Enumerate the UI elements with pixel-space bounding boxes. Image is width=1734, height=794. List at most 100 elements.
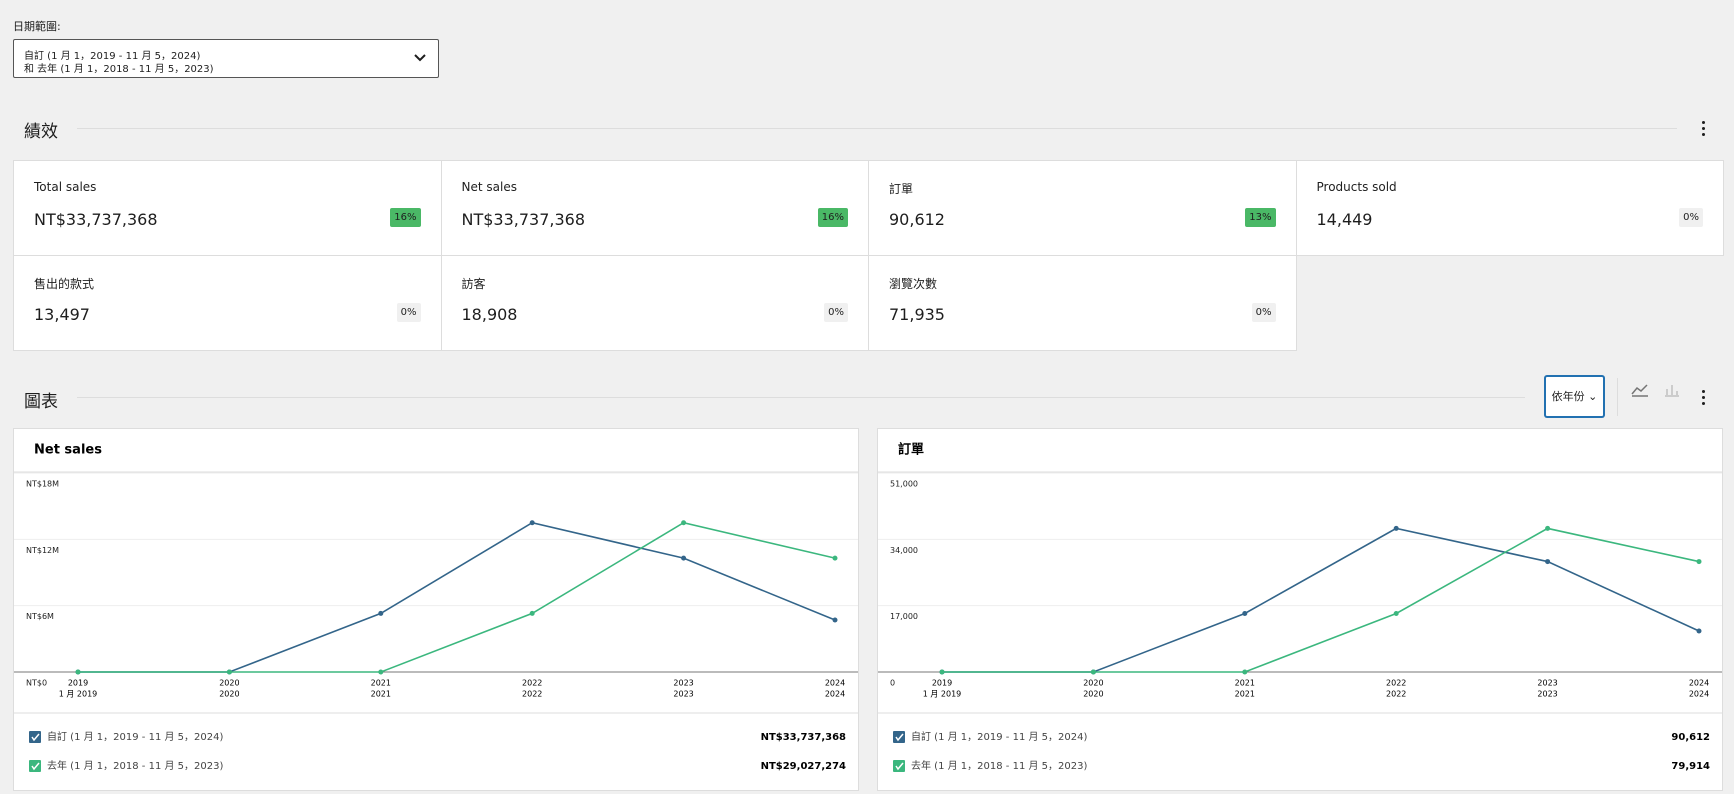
date-range-primary: 自訂 (1 月 1，2019 - 11 月 5，2024) — [24, 51, 201, 62]
metric-value: 18,908 — [461, 305, 518, 324]
point — [1090, 669, 1096, 675]
metric-card[interactable]: 瀏覽次數 71,935 0% — [868, 255, 1297, 351]
point — [1242, 669, 1248, 675]
date-range-picker[interactable]: 自訂 (1 月 1，2019 - 11 月 5，2024) 和 去年 (1 月 … — [13, 39, 439, 78]
divider — [1617, 378, 1618, 416]
chart-panel: 訂單 0 17,000 34,000 51,000 2019 1 月 2019 2020 202… — [877, 428, 1723, 791]
chart-title: 訂單 — [898, 442, 924, 458]
x-tick-label: 2024 — [1689, 690, 1709, 699]
x-tick-label: 2022 — [1386, 679, 1406, 688]
interval-label: 依年份 — [1551, 390, 1585, 403]
x-tick-label: 2019 — [68, 679, 88, 688]
metric-label: 訪客 — [461, 277, 486, 291]
point — [378, 610, 384, 616]
metric-label: Net sales — [461, 180, 517, 194]
point — [1545, 525, 1551, 531]
legend-checkbox[interactable] — [29, 731, 41, 743]
metric-card[interactable]: Net sales NT$33,737,368 16% — [440, 160, 869, 256]
metric-label: 瀏覽次數 — [889, 277, 938, 291]
metric-value: NT$33,737,368 — [34, 210, 158, 229]
point — [939, 669, 945, 675]
metric-delta: 16% — [817, 208, 848, 227]
metric-card[interactable]: Products sold 14,449 0% — [1295, 160, 1724, 256]
chart: Net sales NT$0 NT$6M NT$12M NT$18M 2019 1 月 20… — [14, 443, 858, 772]
performance-cards: Total sales NT$33,737,368 16% Net sales NT$3… — [13, 160, 1724, 351]
metric-card[interactable]: Total sales NT$33,737,368 16% — [13, 160, 442, 256]
legend-label: 自訂 (1 月 1，2019 - 11 月 5，2024) — [47, 730, 223, 743]
checkmark — [895, 733, 904, 742]
y-tick-label: 17,000 — [890, 612, 918, 621]
legend-total: NT$29,027,274 — [761, 761, 846, 772]
legend-label: 自訂 (1 月 1，2019 - 11 月 5，2024) — [911, 730, 1087, 743]
x-tick-label: 2024 — [1689, 679, 1709, 688]
point — [529, 520, 535, 526]
legend-total: 90,612 — [1671, 732, 1710, 743]
x-tick-label: 2020 — [1083, 690, 1103, 699]
legend-total: NT$33,737,368 — [761, 732, 846, 743]
metric-value: 14,449 — [1316, 210, 1373, 229]
divider — [77, 128, 1677, 129]
y-tick-label: 34,000 — [890, 546, 918, 555]
x-tick-label: 2023 — [673, 679, 693, 688]
x-tick-label: 2020 — [1083, 679, 1103, 688]
legend-checkbox[interactable] — [29, 760, 41, 772]
point — [226, 669, 232, 675]
point — [832, 555, 838, 561]
chevron — [414, 54, 426, 62]
x-tick-label: 2022 — [522, 679, 542, 688]
line — [942, 527, 1700, 673]
point — [681, 520, 687, 526]
metric-delta: 0% — [1251, 303, 1276, 322]
line — [78, 521, 836, 673]
x-tick-label: 2024 — [825, 679, 845, 688]
metric-delta: 13% — [1245, 208, 1276, 227]
chart-panel: Net sales NT$0 NT$6M NT$12M NT$18M 2019 1 月 20… — [13, 428, 859, 791]
x-tick-label: 2020 — [219, 690, 239, 699]
performance-title: 績效 — [24, 122, 58, 142]
metric-label: Products sold — [1316, 180, 1397, 194]
point — [1393, 610, 1399, 616]
metric-value: 13,497 — [34, 305, 90, 324]
metric-label: 售出的款式 — [34, 277, 95, 291]
metric-card[interactable]: 售出的款式 13,497 0% — [13, 255, 442, 351]
metric-label: 訂單 — [889, 182, 914, 196]
point — [1242, 610, 1248, 616]
metric-delta: 0% — [396, 303, 421, 322]
x-tick-label: 2021 — [1235, 679, 1255, 688]
point — [529, 610, 535, 616]
interval-select[interactable]: 依年份 ⌄ — [1545, 376, 1604, 417]
legend-label: 去年 (1 月 1，2018 - 11 月 5，2023) — [47, 759, 223, 772]
x-tick-label: 2019 — [932, 679, 952, 688]
metric-card[interactable]: 訂單 90,612 13% — [868, 160, 1297, 256]
metric-card[interactable]: 訪客 18,908 0% — [440, 255, 869, 351]
checkmark — [895, 762, 904, 771]
x-tick-label: 2021 — [371, 679, 391, 688]
x-tick-label: 2021 — [1235, 690, 1255, 699]
metric-delta: 0% — [1679, 208, 1703, 227]
chart: 訂單 0 17,000 34,000 51,000 2019 1 月 2019 2020 202… — [878, 442, 1722, 772]
legend-checkbox[interactable] — [893, 760, 905, 772]
line — [942, 527, 1700, 673]
legend-checkbox[interactable] — [893, 731, 905, 743]
performance-menu[interactable] — [1702, 121, 1706, 139]
chart-menu[interactable] — [1702, 390, 1706, 408]
x-tick-label: 2023 — [1537, 690, 1557, 699]
x-tick-label: 2022 — [522, 690, 542, 699]
bar-chart-toggle[interactable] — [1663, 382, 1681, 398]
x-tick-label: 2020 — [219, 679, 239, 688]
metric-delta: 0% — [824, 303, 848, 322]
x-tick-label: 2024 — [825, 690, 845, 699]
line-chart-toggle[interactable] — [1630, 382, 1650, 398]
legend-total: 79,914 — [1671, 761, 1710, 772]
checkmark — [31, 762, 40, 771]
line — [78, 521, 836, 673]
point — [1696, 628, 1702, 634]
point — [1545, 559, 1551, 565]
x-tick-label: 2023 — [673, 690, 693, 699]
y-tick-label: NT$0 — [26, 679, 47, 688]
metric-value: 71,935 — [889, 305, 945, 324]
charts-title: 圖表 — [24, 392, 58, 412]
y-tick-label: 0 — [890, 679, 895, 688]
x-tick-label: 2022 — [1386, 690, 1406, 699]
point — [75, 669, 81, 675]
